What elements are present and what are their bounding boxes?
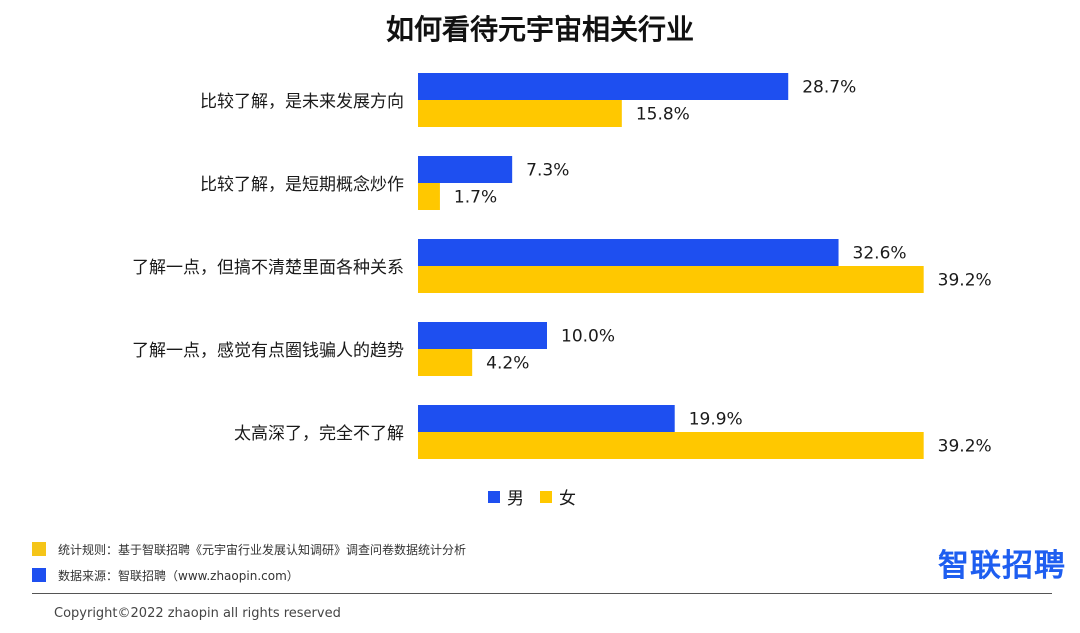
data-label: 10.0% — [561, 327, 615, 347]
data-source-note: 数据来源：智联招聘（www.zhaopin.com） — [32, 565, 299, 585]
bar — [418, 100, 622, 127]
data-label: 32.6% — [853, 244, 907, 264]
category-label: 了解一点，感觉有点圈钱骗人的趋势 — [132, 341, 404, 361]
data-label: 28.7% — [802, 78, 856, 98]
source-swatch-icon — [32, 568, 46, 582]
data-label: 39.2% — [938, 437, 992, 457]
statistics-rule-note: 统计规则：基于智联招聘《元宇宙行业发展认知调研》调查问卷数据统计分析 — [32, 539, 466, 559]
data-label: 39.2% — [938, 271, 992, 291]
bar — [418, 183, 440, 210]
legend-label: 女 — [559, 489, 576, 509]
chart-title: 如何看待元宇宙相关行业 — [385, 13, 694, 46]
bar — [418, 349, 473, 376]
data-label: 19.9% — [689, 410, 743, 430]
bar — [418, 405, 675, 432]
data-source-text: 数据来源：智联招聘（www.zhaopin.com） — [58, 568, 299, 583]
bar-chart: 比较了解，是未来发展方向 28.7% 15.8% 比较了解，是短期概念炒作 7.3% 1.… — [132, 73, 992, 509]
footer-divider — [32, 593, 1052, 594]
category-label: 比较了解，是短期概念炒作 — [200, 174, 404, 195]
legend-label: 男 — [507, 489, 524, 509]
category-label: 了解一点，但搞不清楚里面各种关系 — [132, 258, 404, 278]
data-label: 15.8% — [636, 105, 690, 125]
legend-swatch — [488, 491, 500, 503]
bar — [418, 73, 789, 100]
bar — [418, 322, 547, 349]
copyright-text: Copyright©2022 zhaopin all rights reserv… — [54, 606, 341, 621]
data-label: 4.2% — [486, 354, 529, 374]
rule-swatch-icon — [32, 542, 46, 556]
statistics-rule-text: 统计规则：基于智联招聘《元宇宙行业发展认知调研》调查问卷数据统计分析 — [58, 542, 467, 557]
bar — [418, 239, 839, 266]
bar — [418, 432, 924, 459]
category-label: 比较了解，是未来发展方向 — [200, 92, 404, 112]
bar — [418, 266, 924, 293]
legend-swatch — [540, 491, 552, 503]
data-label: 7.3% — [526, 161, 569, 181]
bar — [418, 156, 513, 183]
data-label: 1.7% — [454, 188, 497, 208]
category-label: 太高深了，完全不了解 — [234, 424, 404, 444]
zhaopin-logo: 智联招聘 — [938, 548, 1066, 584]
